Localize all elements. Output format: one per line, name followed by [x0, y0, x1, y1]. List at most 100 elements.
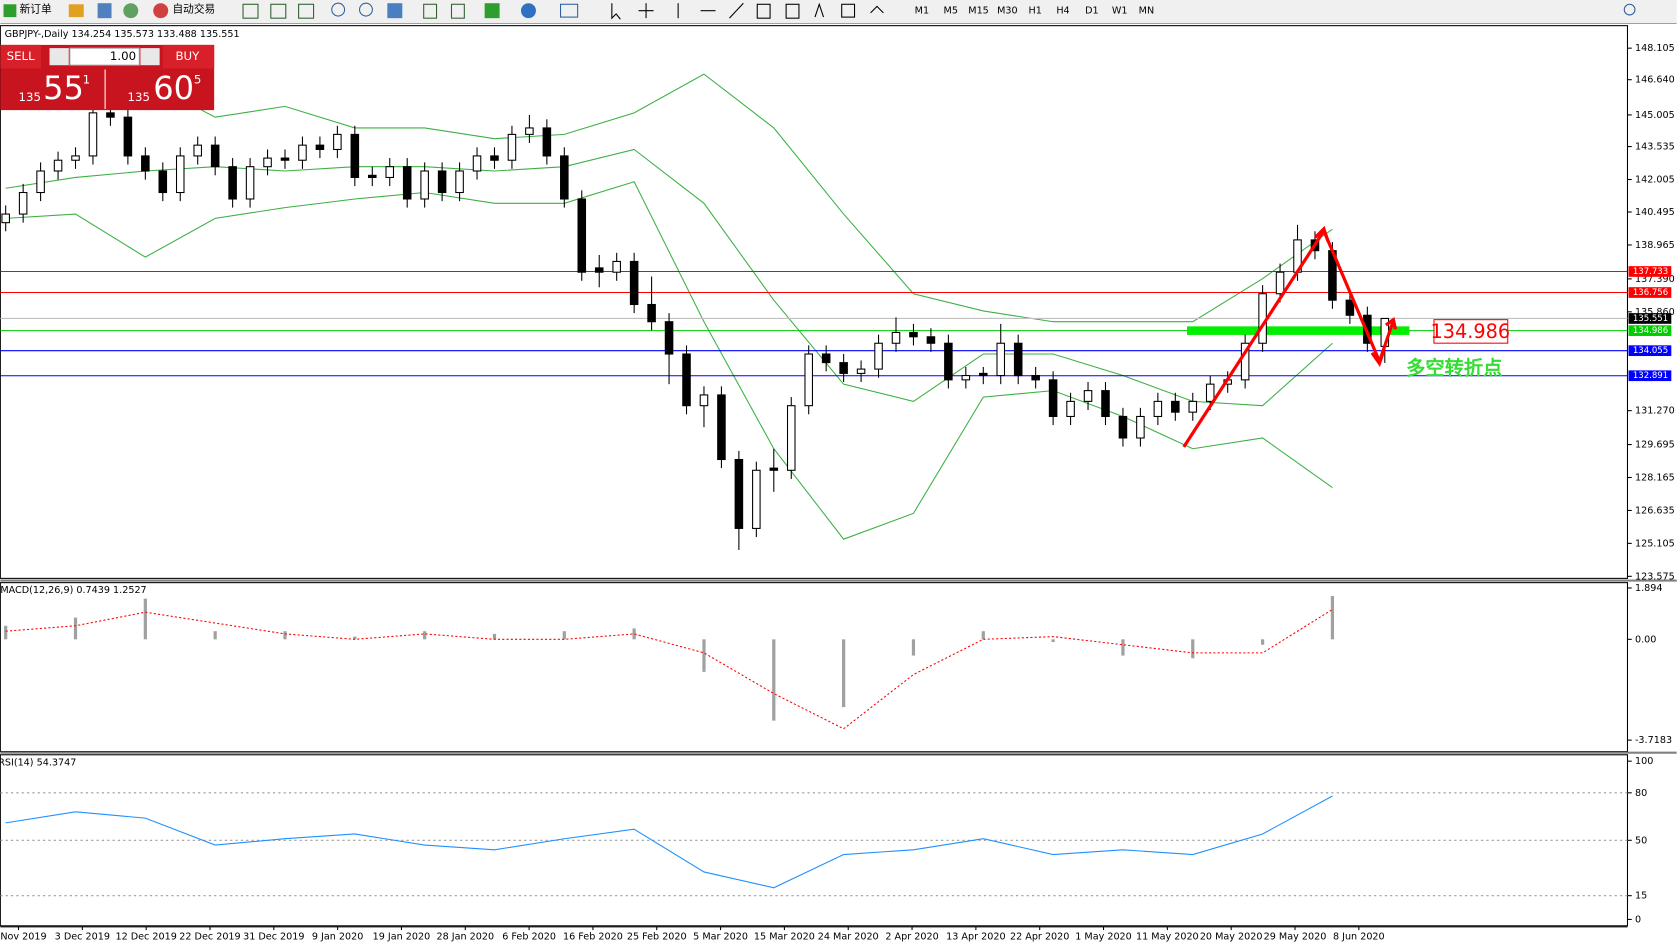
icon[interactable] [484, 3, 500, 19]
one-click-trading: SELL 1.00 BUY 135 55 1 135 60 5 [0, 44, 215, 111]
rsi-line [5, 795, 1333, 889]
icon[interactable] [387, 3, 403, 19]
timeframe-button[interactable]: M30 [997, 6, 1018, 17]
candle-body [1118, 415, 1128, 439]
y-tick-label: 1.894 [1635, 583, 1663, 594]
candle-body [734, 458, 744, 529]
lots-input[interactable] [69, 47, 140, 66]
icon[interactable] [359, 2, 373, 17]
candle-body [1171, 400, 1180, 413]
price-small[interactable]: 5 [194, 73, 201, 87]
candle-body [158, 170, 168, 194]
icon[interactable] [870, 5, 884, 14]
candle-body [769, 467, 779, 471]
sell-label[interactable]: SELL [7, 49, 35, 63]
icon[interactable] [560, 3, 579, 18]
y-tick-label: 126.635 [1635, 505, 1675, 516]
price-big[interactable]: 135 [128, 90, 150, 104]
lots-down[interactable] [49, 48, 69, 66]
timeframe-button[interactable]: M15 [968, 6, 989, 17]
icon[interactable] [638, 3, 654, 19]
sell-price[interactable]: 135 55 1 [0, 69, 105, 110]
icon[interactable] [123, 3, 139, 19]
chart-title: GBPJPY-,Daily 134.254 135.573 133.488 13… [5, 29, 240, 40]
icon[interactable] [298, 3, 315, 19]
auto-trading-label[interactable]: 自动交易 [172, 3, 215, 16]
y-tick-label: 131.270 [1635, 406, 1675, 417]
candle-body [612, 260, 621, 273]
sell-button[interactable] [0, 44, 41, 69]
icon[interactable] [450, 3, 465, 19]
y-tick-label: 148.105 [1635, 43, 1675, 54]
lots-value[interactable]: 1.00 [110, 49, 136, 63]
timeframe-button[interactable]: MN [1139, 6, 1154, 17]
x-tick-label: 20 May 2020 [1200, 932, 1263, 943]
x-tick-label: 13 Apr 2020 [946, 932, 1005, 943]
icon[interactable] [270, 3, 287, 19]
bollinger-lower [5, 181, 1333, 540]
x-tick-label: 1 May 2020 [1075, 932, 1132, 943]
candle-body [455, 170, 464, 194]
icon[interactable] [423, 3, 438, 19]
x-tick-label: 29 May 2020 [1264, 932, 1327, 943]
candle-body [594, 267, 604, 273]
icon[interactable] [68, 4, 84, 18]
candle-body [280, 157, 290, 161]
new-order-button[interactable]: 新订单 [3, 3, 52, 18]
candle-body [752, 469, 761, 529]
bollinger-upper [5, 73, 1333, 323]
timeframe-button[interactable]: M1 [915, 6, 929, 17]
timeframe-button[interactable]: W1 [1112, 6, 1128, 17]
buy-label[interactable]: BUY [176, 49, 201, 63]
search-icon[interactable] [1623, 3, 1636, 16]
icon[interactable] [756, 3, 771, 19]
y-tick-label: 142.005 [1635, 175, 1675, 186]
price-small[interactable]: 1 [83, 73, 90, 87]
candle-body [36, 170, 45, 194]
x-tick-label: Nov 2019 [0, 932, 46, 943]
candle-body [385, 166, 395, 178]
candle-body [263, 157, 272, 168]
x-tick-label: 6 Feb 2020 [502, 932, 556, 943]
bollinger-middle [5, 148, 1333, 407]
turning-point-label: 多空转折点 [1406, 356, 1502, 379]
candle-body [1083, 390, 1093, 402]
icon[interactable] [785, 3, 800, 19]
buy-price[interactable]: 135 60 5 [128, 69, 202, 107]
timeframe-button[interactable]: H1 [1029, 6, 1042, 17]
candle-body [88, 112, 98, 157]
icon[interactable] [97, 3, 112, 19]
icon[interactable] [520, 3, 536, 19]
auto-trading-button[interactable]: 自动交易 [153, 3, 215, 19]
icon[interactable] [841, 3, 856, 18]
candle-body [1153, 400, 1163, 417]
price-main[interactable]: 60 [153, 69, 194, 107]
candle-body [141, 155, 150, 172]
price-line-label: 134.986 [1633, 326, 1668, 336]
icon[interactable] [814, 2, 825, 18]
price-big[interactable]: 135 [19, 90, 41, 104]
icon[interactable] [242, 3, 259, 19]
price-main[interactable]: 55 [43, 69, 84, 107]
timeframe-button[interactable]: D1 [1085, 6, 1099, 17]
candle-body [193, 144, 202, 157]
new-order-label[interactable]: 新订单 [20, 3, 52, 16]
buy-button[interactable] [162, 44, 215, 69]
y-tick-label: 0.00 [1635, 634, 1656, 645]
candle-body [629, 260, 639, 306]
icon[interactable] [611, 3, 621, 20]
lots-up[interactable] [140, 48, 160, 66]
candle-body [1188, 400, 1198, 413]
x-tick-label: 16 Feb 2020 [563, 932, 623, 943]
x-tick-label: 2 Apr 2020 [885, 932, 938, 943]
timeframe-button[interactable]: H4 [1056, 6, 1069, 17]
timeframe-button[interactable]: M5 [944, 6, 958, 17]
candle-body [315, 144, 325, 150]
icon[interactable] [331, 2, 346, 17]
x-tick-label: 25 Feb 2020 [627, 932, 687, 943]
icon[interactable] [729, 2, 744, 19]
x-tick-label: 5 Mar 2020 [693, 932, 748, 943]
y-tick-label: 123.575 [1635, 571, 1675, 582]
candle-body [944, 342, 953, 381]
candle-body [71, 155, 80, 161]
